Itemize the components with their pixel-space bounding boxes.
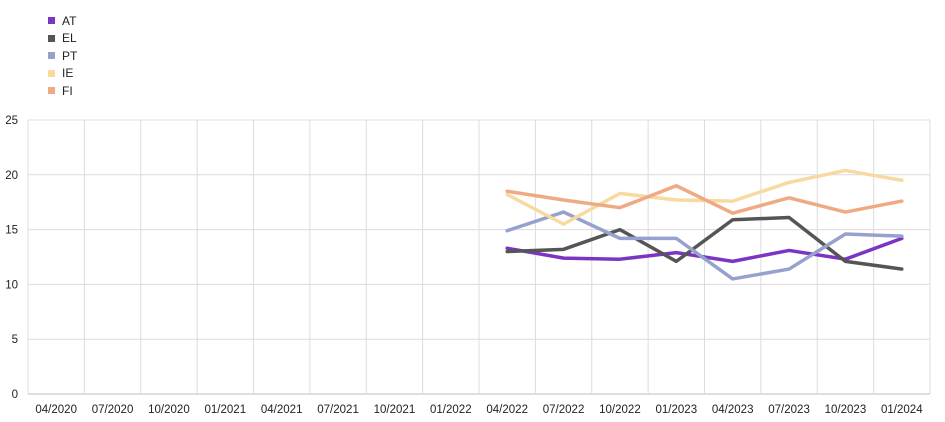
x-tick-label: 10/2020: [148, 404, 190, 416]
legend-item-ie: IE: [48, 65, 77, 83]
y-tick-label: 10: [5, 279, 18, 291]
x-axis-ticks: 04/2020 07/2020 10/2020 01/2021 04/2021 07/20…: [35, 404, 923, 416]
x-tick-label: 04/2020: [35, 404, 77, 416]
legend-item-el: EL: [48, 30, 77, 48]
x-tick-label: 07/2022: [543, 404, 585, 416]
x-tick-label: 01/2023: [656, 404, 698, 416]
legend-item-at: AT: [48, 12, 77, 30]
x-tick-label: 01/2021: [205, 404, 247, 416]
x-tick-label: 07/2023: [768, 404, 810, 416]
legend-swatch: [48, 17, 55, 25]
series-line-el: [505, 215, 904, 271]
legend-swatch: [48, 87, 55, 95]
x-tick-label: 10/2021: [374, 404, 416, 416]
x-tick-label: 10/2022: [599, 404, 641, 416]
y-axis-ticks: 0 5 10 15 20 25: [5, 115, 18, 401]
y-tick-label: 15: [5, 225, 18, 237]
legend-item-fi: FI: [48, 82, 77, 100]
x-tick-label: 04/2022: [486, 404, 528, 416]
legend-label: FI: [62, 83, 73, 98]
legend-label: AT: [62, 13, 77, 28]
legend-label: EL: [62, 31, 77, 46]
x-tick-label: 04/2023: [712, 404, 754, 416]
x-tick-label: 07/2021: [317, 404, 359, 416]
x-tick-label: 01/2022: [430, 404, 472, 416]
legend-swatch: [48, 69, 55, 77]
series-lines: [505, 168, 904, 281]
legend-swatch: [48, 52, 55, 60]
y-tick-label: 0: [12, 389, 18, 401]
legend-swatch: [48, 34, 55, 42]
x-tick-label: 07/2020: [92, 404, 134, 416]
series-line-pt: [505, 210, 904, 281]
y-tick-label: 5: [12, 334, 18, 346]
legend-label: IE: [62, 66, 74, 81]
legend: AT EL PT IE FI: [48, 12, 77, 100]
y-tick-label: 25: [5, 115, 18, 127]
legend-item-pt: PT: [48, 47, 77, 65]
x-tick-label: 01/2024: [881, 404, 923, 416]
x-tick-label: 10/2023: [825, 404, 867, 416]
series-line-fi: [505, 184, 904, 215]
grid-lines: [27, 119, 931, 395]
y-tick-label: 20: [5, 170, 18, 182]
x-tick-label: 04/2021: [261, 404, 303, 416]
legend-label: PT: [62, 48, 78, 63]
